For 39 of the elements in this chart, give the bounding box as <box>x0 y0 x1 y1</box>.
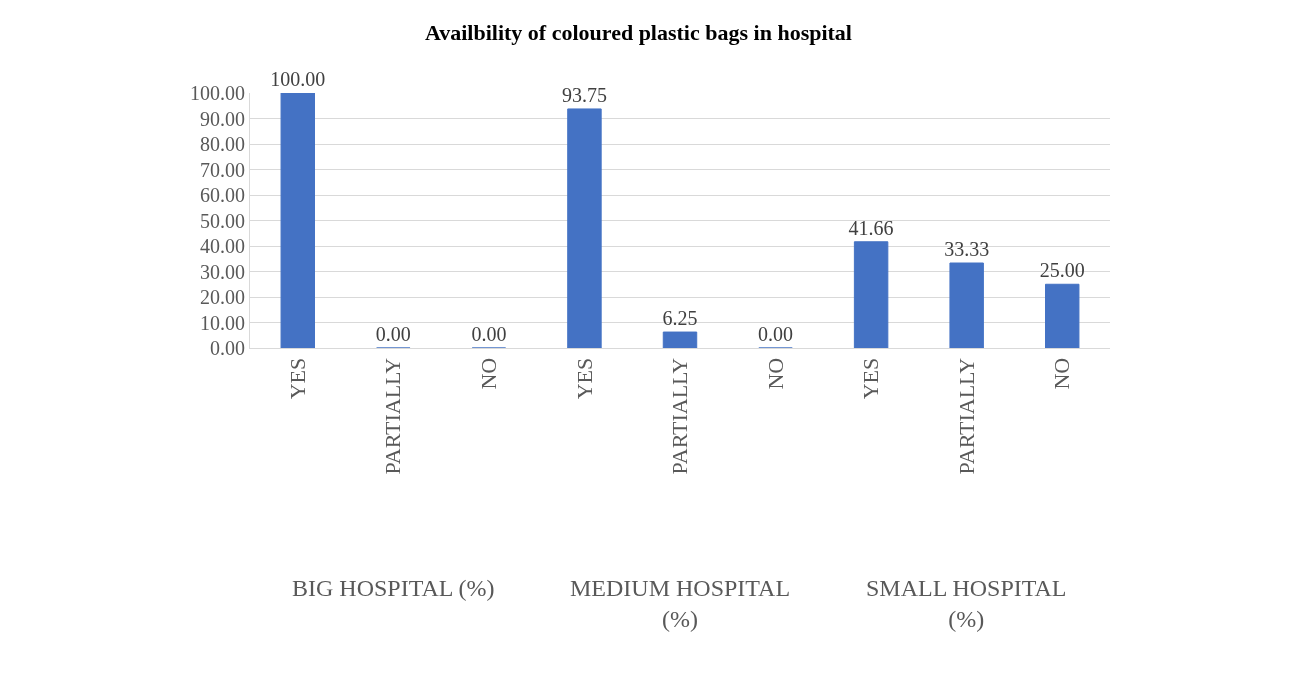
y-tick-label: 10.00 <box>200 311 245 334</box>
x-tick-label: NO <box>1049 357 1075 390</box>
bar <box>567 108 602 348</box>
data-label: 33.33 <box>944 238 990 261</box>
bar <box>1045 283 1080 348</box>
data-label: 93.75 <box>561 83 607 106</box>
x-tick-label: PARTIALLY <box>953 357 979 475</box>
x-tick-label: NO <box>762 357 788 390</box>
y-tick-label: 90.00 <box>200 107 245 130</box>
data-label: 25.00 <box>1039 259 1085 282</box>
text: MEDIUM HOSPITAL (%) <box>570 575 791 633</box>
bar <box>853 241 889 348</box>
y-tick-label: 50.00 <box>200 209 245 232</box>
y-tick-label: 100.00 <box>190 82 245 104</box>
bar <box>280 93 315 348</box>
text: BIG HOSPITAL (%) <box>292 575 495 601</box>
bar <box>949 262 984 348</box>
x-tick-label: PARTIALLY <box>380 357 406 475</box>
x-tick-label: YES <box>858 357 884 400</box>
data-label: 0.00 <box>471 323 507 345</box>
y-tick-label: 30.00 <box>200 260 245 283</box>
x-tick-label: YES <box>284 357 310 400</box>
data-label: 100.00 <box>270 68 326 90</box>
x-tick-label: YES <box>571 357 597 400</box>
y-tick-label: 40.00 <box>200 235 245 257</box>
data-label: 0.00 <box>375 323 411 345</box>
chart-title: Availbility of coloured plastic bags in hospital <box>424 19 852 45</box>
y-tick-label: 70.00 <box>200 158 245 181</box>
data-label: 0.00 <box>758 323 794 345</box>
y-tick-label: 20.00 <box>200 286 245 308</box>
data-label: 6.25 <box>662 307 698 330</box>
y-tick-label: 0.00 <box>210 337 245 359</box>
data-label: 41.66 <box>848 216 894 239</box>
y-tick-label: 80.00 <box>200 133 245 155</box>
x-tick-label: NO <box>476 357 502 390</box>
text: SMALL HOSPITAL (%) <box>866 575 1067 633</box>
bar <box>662 331 698 348</box>
y-tick-label: 60.00 <box>200 184 245 206</box>
x-tick-label: PARTIALLY <box>667 357 693 475</box>
